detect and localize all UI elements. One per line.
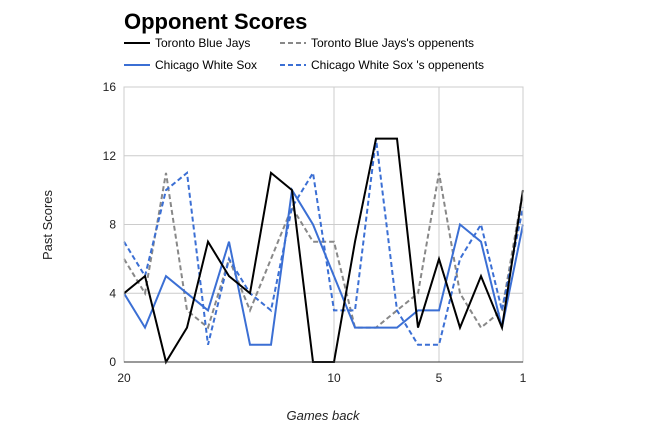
- x-tick-label: 5: [436, 371, 443, 385]
- x-tick-label: 10: [327, 371, 341, 385]
- y-axis-label: Past Scores: [40, 189, 55, 260]
- legend: Toronto Blue Jays Toronto Blue Jays's opp…: [124, 36, 484, 72]
- series-line-3: [123, 138, 524, 346]
- x-tick-label: 1: [520, 371, 527, 385]
- legend-label-0: Toronto Blue Jays: [155, 36, 250, 50]
- series-line-2: [123, 187, 524, 346]
- tick-layer: 0 4 8 12 16 20 10 5 1: [103, 80, 527, 385]
- y-tick-label: 8: [109, 218, 116, 232]
- y-tick-label: 12: [103, 149, 117, 163]
- axis-layer: [123, 86, 524, 363]
- y-tick-label: 4: [109, 286, 116, 300]
- chart-title: Opponent Scores: [124, 9, 307, 34]
- legend-label-1: Toronto Blue Jays's oppenents: [311, 36, 474, 50]
- y-tick-label: 16: [103, 80, 117, 94]
- legend-label-3: Chicago White Sox 's oppenents: [311, 58, 484, 72]
- y-tick-label: 0: [109, 355, 116, 369]
- x-axis-label: Games back: [287, 408, 361, 423]
- x-tick-label: 20: [117, 371, 131, 385]
- series-layer: [123, 137, 524, 365]
- legend-label-2: Chicago White Sox: [155, 58, 257, 72]
